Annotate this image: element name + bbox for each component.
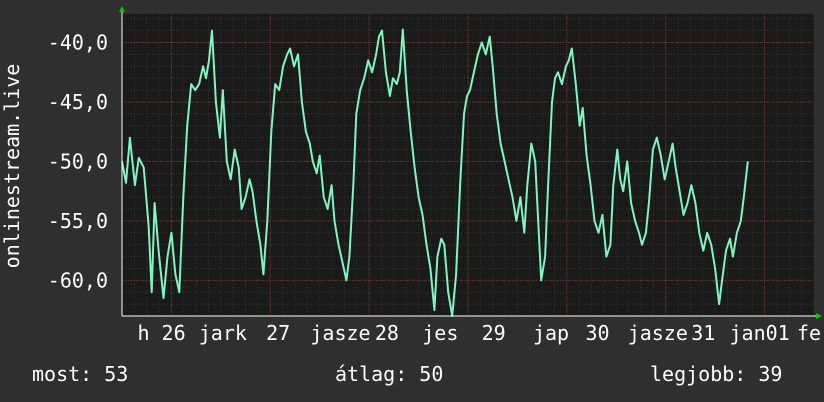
x-tick-label: jasze xyxy=(310,321,370,345)
series-line xyxy=(121,28,749,317)
y-tick-label: -50,0 xyxy=(48,149,108,173)
x-tick-label: jap xyxy=(533,321,569,345)
stat-average: átlag: 50 xyxy=(335,362,444,386)
y-tick-label: -45,0 xyxy=(48,90,108,114)
y-axis-arrow xyxy=(119,6,125,12)
x-tick-label: jes xyxy=(422,321,458,345)
tick-labels: -40,0 -45,0 -50,0 -55,0 -60,0 h 26 jark 27 jasze… xyxy=(48,31,821,345)
stat-most: most: 53 xyxy=(32,362,129,386)
x-tick-label: 27 xyxy=(266,321,290,345)
x-tick-label: 31 xyxy=(691,321,715,345)
x-tick-label: jan01 xyxy=(730,321,790,345)
y-tick-label: -60,0 xyxy=(48,268,108,292)
stat-best: legjobb: 39 xyxy=(650,362,783,386)
x-tick-label: 30 xyxy=(585,321,609,345)
x-tick-label: fe xyxy=(797,321,821,345)
y-tick-label: -40,0 xyxy=(48,31,108,55)
x-tick-label: jark xyxy=(199,321,247,345)
x-tick-label: 28 xyxy=(375,321,399,345)
y-axis-label: onlinestream.live xyxy=(0,64,24,269)
x-tick-label: 29 xyxy=(482,321,506,345)
x-tick-label: h 26 xyxy=(137,321,185,345)
y-tick-label: -55,0 xyxy=(48,209,108,233)
x-tick-label: jasze xyxy=(628,321,688,345)
x-axis-arrow xyxy=(816,313,822,319)
